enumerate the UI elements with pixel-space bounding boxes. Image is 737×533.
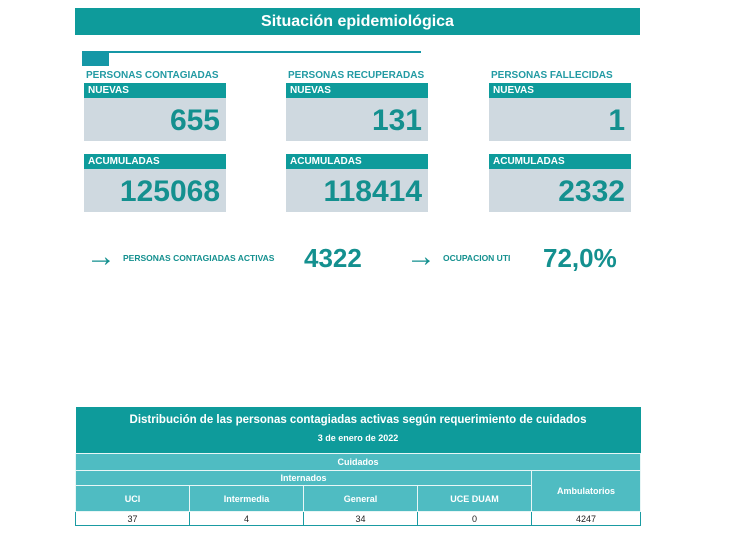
acc-value: 125068: [84, 169, 226, 212]
kpi-label-uti: OCUPACION UTI: [443, 253, 511, 263]
cell: 37: [75, 511, 190, 526]
acc-header: ACUMULADAS: [489, 154, 631, 169]
new-value: 1: [489, 98, 631, 141]
care-distribution-table: Distribución de las personas contagiadas…: [75, 407, 641, 526]
new-header: NUEVAS: [84, 83, 226, 98]
cell: 4: [189, 511, 304, 526]
arrow-right-icon: →: [86, 240, 116, 273]
col-header: UCI: [75, 485, 190, 512]
new-header: NUEVAS: [489, 83, 631, 98]
cell: 4247: [531, 511, 641, 526]
kpi-value-activas: 4322: [304, 243, 362, 273]
page-title: Situación epidemiológica: [75, 8, 640, 35]
group-header: Cuidados: [75, 453, 641, 471]
accent-block: [82, 51, 109, 66]
card-label: PERSONAS CONTAGIADAS: [86, 70, 219, 81]
cell: 34: [303, 511, 418, 526]
cell: 0: [417, 511, 532, 526]
acc-value: 118414: [286, 169, 428, 212]
new-value: 655: [84, 98, 226, 141]
col-header: General: [303, 485, 418, 512]
card-fallecidas: PERSONAS FALLECIDAS NUEVAS 1 ACUMULADAS …: [489, 70, 631, 212]
arrow-right-icon: →: [406, 240, 436, 273]
kpi-label-activas: PERSONAS CONTAGIADAS ACTIVAS: [123, 253, 275, 263]
acc-value: 2332: [489, 169, 631, 212]
acc-header: ACUMULADAS: [84, 154, 226, 169]
new-header: NUEVAS: [286, 83, 428, 98]
card-label: PERSONAS RECUPERADAS: [288, 70, 425, 81]
col-header: Intermedia: [189, 485, 304, 512]
acc-header: ACUMULADAS: [286, 154, 428, 169]
table-date: 3 de enero de 2022: [75, 433, 641, 454]
col-header: Ambulatorios: [531, 470, 641, 512]
new-value: 131: [286, 98, 428, 141]
divider: [82, 51, 421, 53]
table-row: 37 4 34 0 4247: [75, 511, 641, 526]
card-contagiadas: PERSONAS CONTAGIADAS NUEVAS 655 ACUMULAD…: [84, 70, 226, 212]
table-title: Distribución de las personas contagiadas…: [75, 407, 641, 433]
card-recuperadas: PERSONAS RECUPERADAS NUEVAS 131 ACUMULAD…: [286, 70, 428, 212]
card-label: PERSONAS FALLECIDAS: [491, 70, 613, 81]
kpi-value-uti: 72,0%: [543, 243, 617, 273]
subgroup-header: Internados: [75, 470, 532, 486]
col-header: UCE DUAM: [417, 485, 532, 512]
